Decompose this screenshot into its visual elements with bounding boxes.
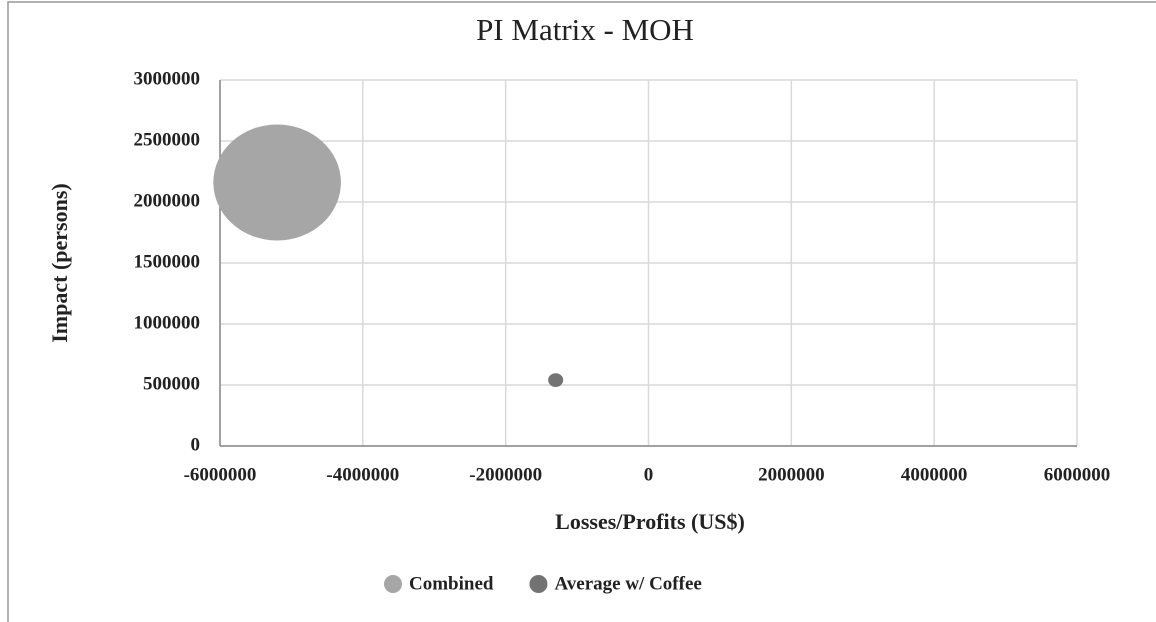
x-tick-label: 6000000 [1044, 464, 1111, 485]
y-axis-title: Impact (persons) [47, 183, 72, 343]
legend-marker [384, 575, 402, 593]
legend-label: Average w/ Coffee [554, 573, 701, 594]
y-tick-label: 2500000 [134, 129, 201, 150]
y-tick-label: 0 [191, 434, 201, 455]
x-tick-label: -2000000 [469, 464, 542, 485]
chart-border [7, 1, 1156, 622]
bubble [548, 373, 564, 387]
y-tick-label: 1000000 [134, 312, 201, 333]
x-tick-label: 0 [644, 464, 654, 485]
y-tick-label: 1500000 [134, 251, 201, 272]
legend-marker [529, 575, 548, 593]
x-tick-label: -4000000 [326, 464, 399, 485]
y-tick-label: 500000 [143, 373, 200, 394]
x-axis-title: Losses/Profits (US$) [555, 509, 745, 534]
bubble [213, 124, 341, 241]
x-tick-label: 4000000 [901, 464, 968, 485]
chart-title: PI Matrix - MOH [476, 12, 694, 47]
y-tick-label: 2000000 [134, 190, 201, 211]
legend-label: Combined [409, 573, 494, 594]
x-tick-label: -6000000 [184, 464, 257, 485]
y-tick-label: 3000000 [134, 68, 201, 89]
x-tick-label: 2000000 [758, 464, 825, 485]
